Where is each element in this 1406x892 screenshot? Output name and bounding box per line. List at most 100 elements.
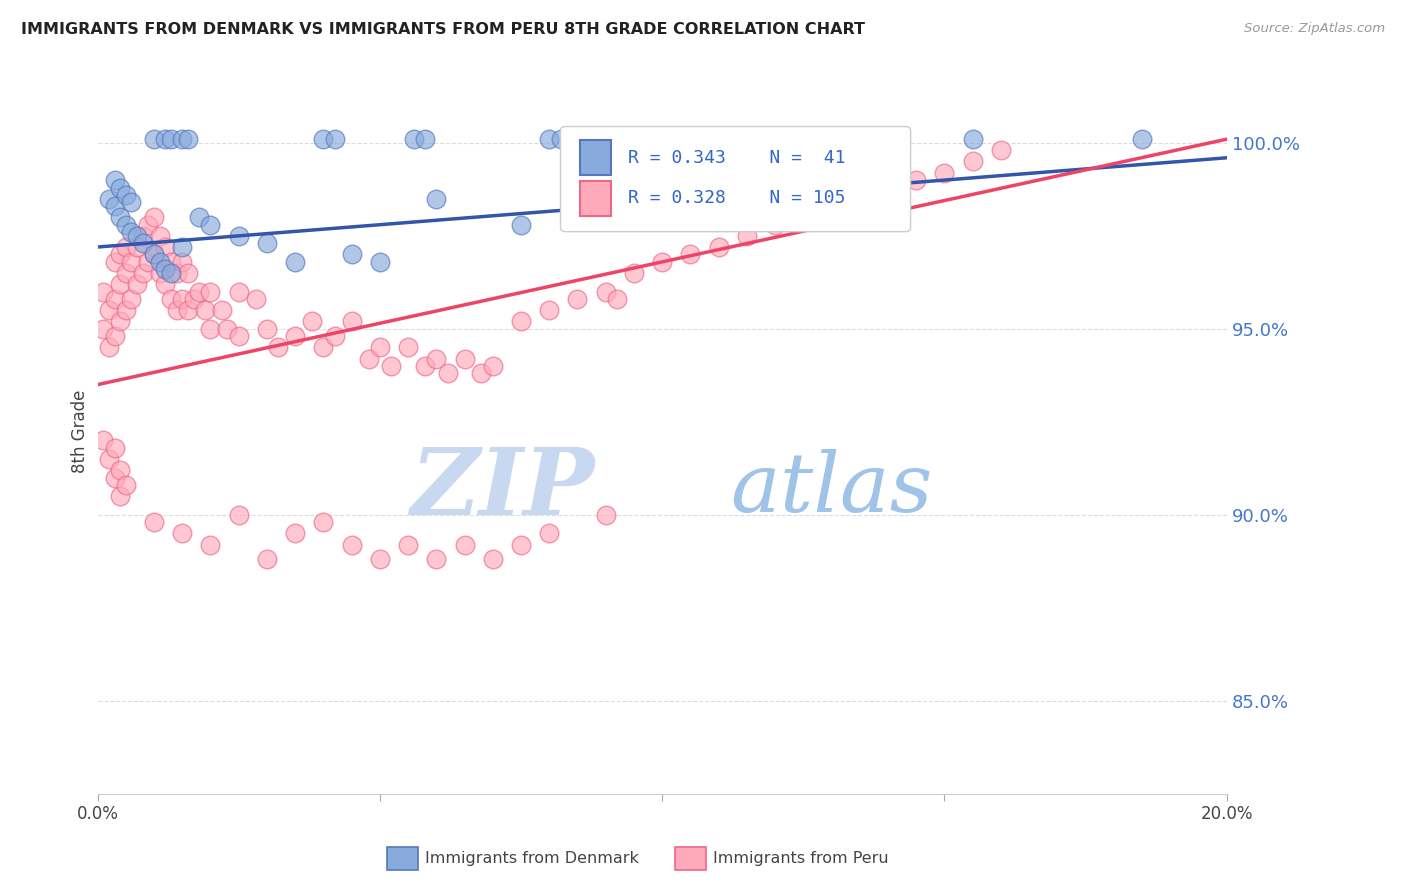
Point — [114, 188, 136, 202]
Point — [97, 452, 120, 467]
Point — [820, 192, 842, 206]
Point — [177, 266, 200, 280]
Point — [340, 537, 363, 551]
Point — [763, 218, 786, 232]
Point — [172, 240, 194, 254]
Point — [132, 266, 155, 280]
Point — [172, 132, 194, 146]
Point — [108, 277, 131, 292]
Point — [595, 285, 617, 299]
Point — [470, 367, 492, 381]
Point — [183, 292, 205, 306]
Point — [481, 359, 503, 373]
Point — [143, 515, 166, 529]
Point — [550, 132, 572, 146]
Point — [820, 202, 842, 217]
Point — [132, 228, 155, 243]
Point — [256, 236, 278, 251]
Point — [267, 340, 290, 354]
Point — [172, 526, 194, 541]
Point — [103, 173, 125, 187]
Point — [623, 266, 645, 280]
Text: R = 0.343    N =  41: R = 0.343 N = 41 — [628, 149, 846, 167]
Point — [990, 144, 1012, 158]
Point — [103, 199, 125, 213]
Point — [256, 322, 278, 336]
Point — [160, 132, 183, 146]
Point — [172, 255, 194, 269]
Point — [188, 211, 211, 225]
Y-axis label: 8th Grade: 8th Grade — [72, 390, 89, 473]
Point — [848, 192, 870, 206]
Point — [402, 132, 425, 146]
Text: IMMIGRANTS FROM DENMARK VS IMMIGRANTS FROM PERU 8TH GRADE CORRELATION CHART: IMMIGRANTS FROM DENMARK VS IMMIGRANTS FR… — [21, 22, 865, 37]
Point — [228, 228, 250, 243]
Point — [538, 526, 561, 541]
Bar — [579, 140, 612, 175]
Point — [1130, 132, 1153, 146]
Point — [177, 303, 200, 318]
Point — [228, 285, 250, 299]
Point — [323, 132, 346, 146]
Point — [217, 322, 239, 336]
Point — [228, 329, 250, 343]
Point — [396, 340, 419, 354]
Point — [453, 537, 475, 551]
Point — [425, 351, 447, 366]
Point — [143, 247, 166, 261]
Point — [149, 255, 172, 269]
Point — [143, 211, 166, 225]
Point — [396, 537, 419, 551]
Point — [149, 228, 172, 243]
Point — [155, 240, 177, 254]
Point — [934, 166, 956, 180]
Point — [340, 247, 363, 261]
Point — [413, 132, 436, 146]
Point — [256, 552, 278, 566]
Point — [91, 322, 114, 336]
Point — [651, 255, 673, 269]
Point — [877, 180, 900, 194]
Point — [200, 218, 222, 232]
Point — [245, 292, 267, 306]
Point — [155, 262, 177, 277]
Point — [538, 303, 561, 318]
Point — [301, 314, 323, 328]
Point — [188, 285, 211, 299]
Point — [138, 218, 160, 232]
Point — [707, 240, 730, 254]
Point — [368, 340, 391, 354]
Point — [357, 351, 380, 366]
Point — [127, 228, 149, 243]
Point — [567, 292, 589, 306]
Point — [792, 211, 814, 225]
Point — [103, 441, 125, 455]
Point — [143, 247, 166, 261]
Point — [91, 285, 114, 299]
Point — [340, 314, 363, 328]
Point — [368, 552, 391, 566]
Point — [97, 192, 120, 206]
Point — [172, 292, 194, 306]
Point — [538, 132, 561, 146]
Point — [312, 340, 335, 354]
Point — [114, 240, 136, 254]
Point — [103, 329, 125, 343]
Point — [481, 552, 503, 566]
Point — [155, 132, 177, 146]
Point — [194, 303, 217, 318]
Point — [425, 192, 447, 206]
Point — [707, 132, 730, 146]
Point — [114, 218, 136, 232]
Point — [735, 228, 758, 243]
Text: Source: ZipAtlas.com: Source: ZipAtlas.com — [1244, 22, 1385, 36]
Point — [120, 195, 142, 210]
Point — [679, 247, 702, 261]
Point — [425, 552, 447, 566]
Point — [143, 132, 166, 146]
Point — [436, 367, 458, 381]
Bar — [579, 181, 612, 216]
Point — [155, 277, 177, 292]
Point — [510, 218, 533, 232]
Point — [413, 359, 436, 373]
